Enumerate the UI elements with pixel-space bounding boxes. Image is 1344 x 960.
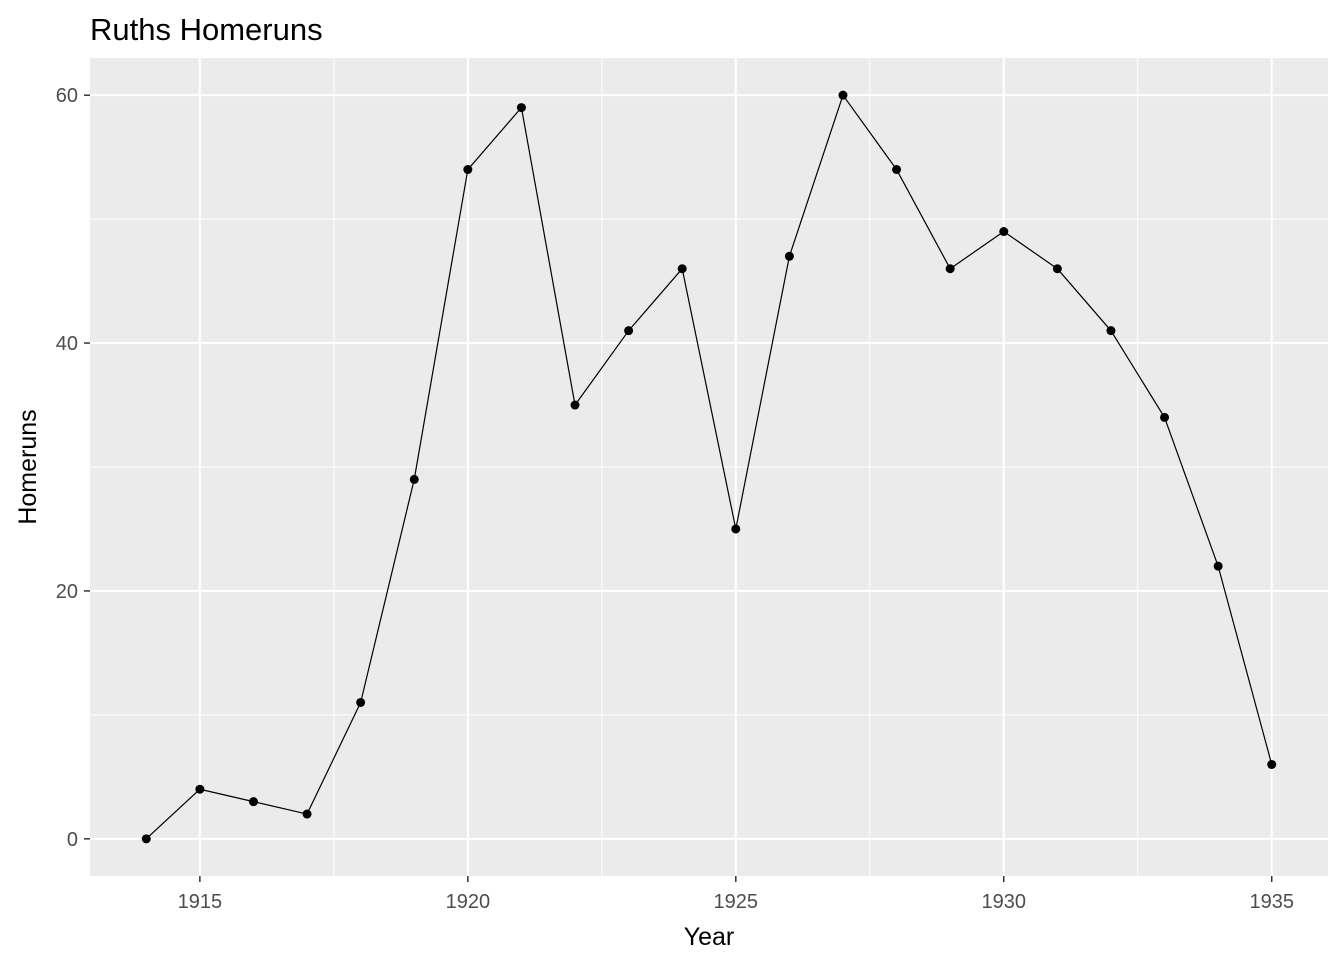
data-point <box>838 90 848 100</box>
y-tick-label: 60 <box>56 85 78 107</box>
x-tick-label: 1915 <box>178 891 223 913</box>
data-point <box>1052 264 1062 274</box>
y-tick-label: 40 <box>56 333 78 355</box>
data-point <box>302 809 312 819</box>
y-axis: 0 20 40 60 <box>56 85 90 851</box>
series-line <box>145 94 1273 840</box>
data-point <box>892 165 902 175</box>
data-point <box>999 227 1009 237</box>
data-point <box>141 834 151 844</box>
data-point <box>784 251 794 261</box>
y-axis-title: Homeruns <box>14 409 42 524</box>
data-point <box>570 400 580 410</box>
data-point <box>624 326 634 336</box>
x-tick-label: 1925 <box>714 891 759 913</box>
series-layer <box>145 94 1273 840</box>
data-point <box>516 103 526 113</box>
chart-title: Ruths Homeruns <box>90 12 323 47</box>
data-point <box>1267 759 1277 769</box>
data-point <box>356 697 366 707</box>
points-layer <box>141 90 1277 844</box>
x-tick-label: 1930 <box>982 891 1027 913</box>
data-point <box>1213 561 1223 571</box>
x-axis-title: Year <box>684 923 735 951</box>
data-point <box>463 165 473 175</box>
data-point <box>677 264 687 274</box>
major-gridlines <box>90 58 1328 876</box>
y-tick-label: 0 <box>67 829 78 851</box>
data-point <box>1106 326 1116 336</box>
data-point <box>195 784 205 794</box>
data-point <box>409 474 419 484</box>
data-point <box>248 797 258 807</box>
data-point <box>945 264 955 274</box>
x-axis: 1915 1920 1925 1930 1935 <box>178 876 1294 913</box>
minor-gridlines <box>90 58 1328 876</box>
data-point <box>1160 412 1170 422</box>
x-tick-label: 1920 <box>446 891 491 913</box>
y-tick-label: 20 <box>56 581 78 603</box>
x-tick-label: 1935 <box>1249 891 1294 913</box>
data-point <box>731 524 741 534</box>
